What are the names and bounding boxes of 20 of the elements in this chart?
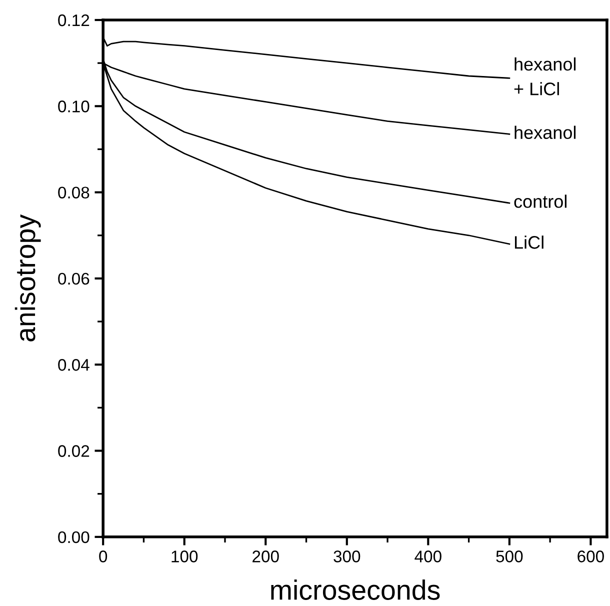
x-axis-title: microseconds — [271, 580, 440, 600]
x-tick-label: 400 — [414, 550, 442, 562]
series-label: control — [514, 194, 566, 208]
y-tick-label: 0.10 — [58, 100, 90, 112]
series-label: hexanol + LiCl — [514, 57, 576, 96]
y-axis-title: anisotropy — [14, 214, 41, 342]
y-tick-label: 0.12 — [58, 14, 90, 26]
x-tick-label: 200 — [252, 550, 279, 562]
y-tick-label: 0.00 — [58, 531, 90, 544]
y-tick-label: 0.04 — [58, 359, 90, 371]
x-tick-label: 0 — [99, 550, 108, 562]
series-label: hexanol — [514, 126, 576, 139]
y-tick-label: 0.02 — [58, 445, 90, 457]
x-tick-label: 500 — [496, 550, 523, 562]
x-tick-label: 100 — [172, 550, 198, 562]
x-tick-label: 300 — [334, 550, 360, 562]
y-tick-label: 0.08 — [58, 186, 90, 199]
series-label: LiCl — [514, 236, 544, 249]
y-tick-label: 0.06 — [58, 272, 90, 285]
x-tick-label: 600 — [578, 550, 604, 562]
